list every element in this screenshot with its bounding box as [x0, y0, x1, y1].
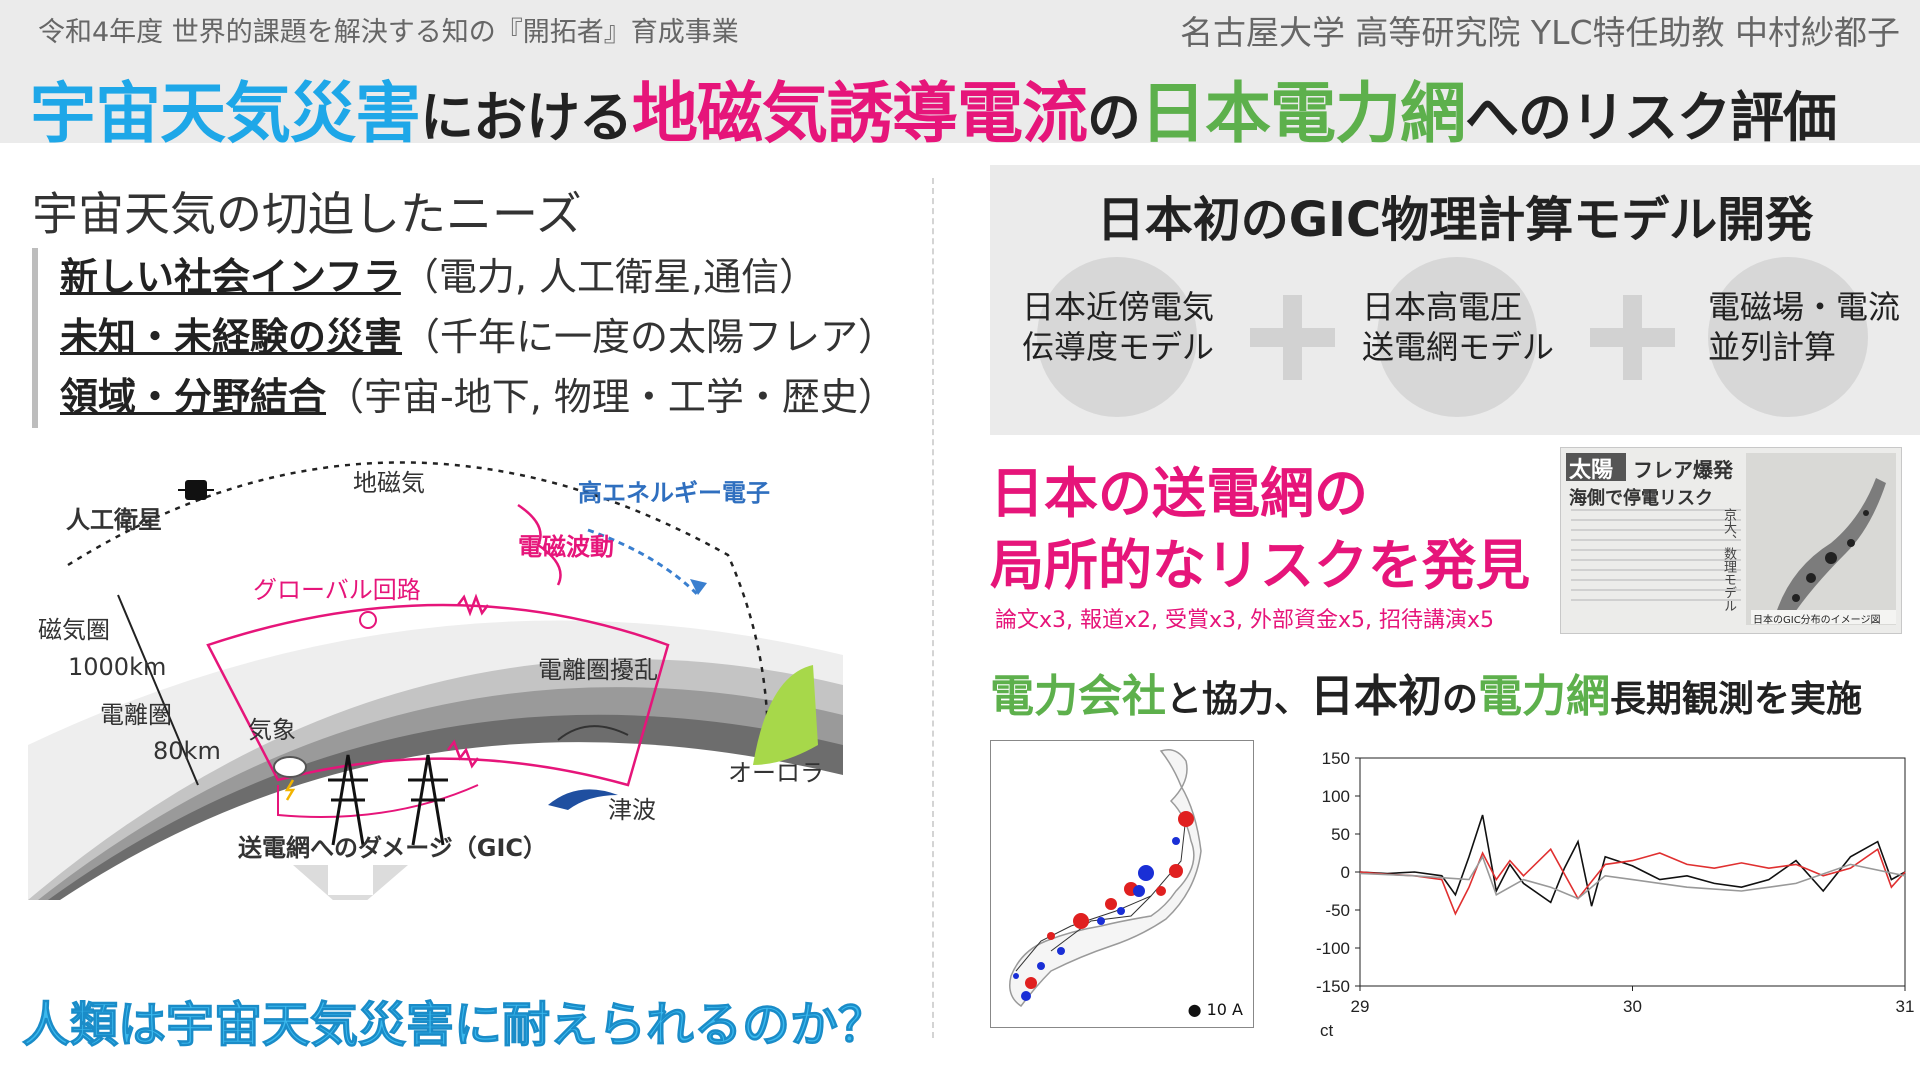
label-satellite: 人工衛星	[66, 506, 162, 534]
newspaper-headline-1: フレア爆発	[1633, 458, 1733, 482]
diagram-graphic	[28, 445, 843, 900]
newspaper-graphic	[1561, 448, 1901, 633]
need-item-interdisciplinary: 領域・分野結合（宇宙-地下, 物理・工学・歴史）	[60, 375, 896, 419]
needs-list: 新しい社会インフラ（電力, 人工衛星,通信） 未知・未経験の災害（千年に一度の太…	[32, 248, 896, 428]
x-tick-label: 31	[1896, 997, 1915, 1016]
model-development-panel: 日本初のGIC物理計算モデル開発 日本近傍電気 伝導度モデル 日本高電圧 送電網モデ…	[990, 165, 1920, 435]
label-global-circuit: グローバル回路	[253, 576, 421, 604]
observation-heading: 電力会社と協力、日本初の電力網長期観測を実施	[990, 671, 1863, 722]
title-space-weather: 宇宙天気災害	[30, 75, 421, 152]
model-conductivity-text: 日本近傍電気 伝導度モデル	[1022, 288, 1215, 366]
japan-map-graphic	[1009, 749, 1202, 1008]
header-band	[0, 0, 1920, 143]
y-tick-label: 50	[1331, 825, 1350, 844]
program-name: 令和4年度 世界的課題を解決する知の『開拓者』育成事業	[38, 17, 739, 48]
series-line-2	[1359, 854, 1906, 900]
label-aurora: オーロラ	[728, 759, 824, 787]
need-item-unknown-disaster: 未知・未経験の災害（千年に一度の太陽フレア）	[60, 315, 897, 359]
needs-heading: 宇宙天気の切迫したニーズ	[32, 187, 582, 241]
author-affiliation: 名古屋大学 高等研究院 YLC特任助教 中村紗都子	[1179, 13, 1900, 52]
x-axis-label: ct	[1320, 1021, 1334, 1040]
space-weather-diagram: 人工衛星 地磁気 高エネルギー電子 電磁波動 磁気圏 1000km 電離圏 80…	[28, 445, 843, 900]
risk-finding-heading: 日本の送電網の 局所的なリスクを発見	[990, 462, 1530, 597]
newspaper-headline-sun: 太陽	[1569, 458, 1614, 483]
page-title: 宇宙天気災害における地磁気誘導電流の日本電力網へのリスク評価	[30, 60, 1837, 156]
newspaper-headline-2: 海側で停電リスク	[1569, 488, 1713, 509]
label-altitude-80km: 80km	[153, 737, 221, 765]
title-connector-2: の	[1087, 86, 1141, 149]
plus-icon	[1590, 295, 1675, 380]
key-question: 人類は宇宙天気災害に耐えられるのか？	[21, 997, 887, 1054]
x-tick-label: 29	[1351, 997, 1370, 1016]
need-item-infrastructure: 新しい社会インフラ（電力, 人工衛星,通信）	[60, 255, 818, 299]
model-bubble-grid	[1377, 257, 1537, 417]
y-tick-label: -100	[1316, 939, 1350, 958]
x-tick-label: 30	[1623, 997, 1642, 1016]
model-bubble-conductivity	[1037, 257, 1197, 417]
label-high-energy-electrons: 高エネルギー電子	[578, 479, 770, 507]
label-em-waves: 電磁波動	[518, 533, 614, 561]
y-tick-label: -50	[1325, 901, 1350, 920]
model-grid-text: 日本高電圧 送電網モデル	[1362, 288, 1555, 366]
title-power-grid: 日本電力網	[1140, 75, 1466, 152]
label-tsunami: 津波	[608, 796, 656, 824]
label-altitude-1000km: 1000km	[68, 653, 167, 681]
title-connector-3: へのリスク評価	[1465, 86, 1837, 149]
label-magnetosphere: 磁気圏	[38, 616, 110, 644]
model-parallel-text: 電磁場・電流 並列計算	[1708, 288, 1901, 366]
series-line-0	[1359, 814, 1906, 907]
label-weather: 気象	[248, 716, 296, 744]
gic-distribution-map: ● 10 A	[990, 740, 1254, 1028]
model-title: 日本初のGIC物理計算モデル開発	[1096, 192, 1814, 248]
newspaper-caption: 日本のGIC分布のイメージ図	[1753, 615, 1881, 626]
model-bubble-parallel	[1708, 257, 1868, 417]
y-tick-label: 150	[1322, 749, 1350, 768]
newspaper-clipping: 太陽 フレア爆発 海側で停電リスク 京大、数理モデル 日本のGIC分布のイメージ…	[1560, 447, 1902, 634]
plus-icon	[1250, 295, 1335, 380]
label-grid-damage: 送電網へのダメージ（GIC）	[238, 834, 548, 862]
label-geomagnetic: 地磁気	[353, 469, 425, 497]
title-connector-1: における	[420, 86, 633, 149]
column-divider	[932, 178, 934, 1038]
title-gic: 地磁気誘導電流	[632, 75, 1088, 152]
achievement-stats: 論文x3, 報道x2, 受賞x3, 外部資金x5, 招待講演x5	[995, 608, 1495, 633]
y-tick-label: -150	[1316, 977, 1350, 996]
series-line-1	[1359, 847, 1906, 916]
label-ionosphere: 電離圏	[100, 701, 172, 729]
y-tick-label: 0	[1341, 863, 1350, 882]
newspaper-side-text: 京大、数理モデル	[1721, 508, 1736, 612]
label-ionosphere-disturbance: 電離圏擾乱	[538, 656, 658, 684]
y-tick-label: 100	[1322, 787, 1350, 806]
map-legend: ● 10 A	[1187, 1000, 1243, 1019]
gic-observation-chart: 150 100 50 0 -50 -100 -150 29 30 31 ct	[1300, 740, 1920, 1040]
chart-frame	[1359, 757, 1906, 987]
